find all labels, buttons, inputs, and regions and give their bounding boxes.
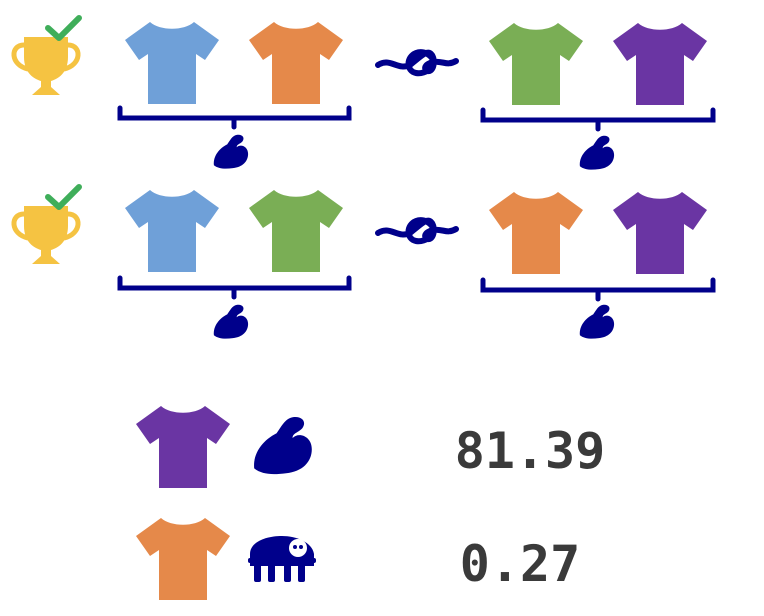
tshirt-icon (613, 192, 707, 274)
tshirt-icon (489, 23, 583, 105)
tshirt-icon (249, 190, 343, 272)
stat-value-strength: 81.39 (455, 422, 606, 480)
tshirt-icon (125, 190, 219, 272)
tshirt-icon (125, 22, 219, 104)
sloth-icon (248, 536, 316, 582)
trophy-cup (24, 37, 68, 95)
trophy-icon (11, 37, 81, 95)
team-bracket-winner (117, 105, 352, 130)
flexed-biceps-icon (579, 304, 615, 339)
flexed-biceps-icon (213, 304, 249, 339)
flexed-biceps-icon (579, 135, 615, 170)
stat-row-strength: 81.39 (136, 406, 605, 488)
flexed-biceps-icon (254, 416, 312, 475)
flexed-biceps-icon (213, 134, 249, 169)
team-bracket-loser (480, 277, 716, 302)
knot-icon (375, 49, 459, 77)
checkmark-icon (45, 15, 82, 41)
matchup-row-1 (11, 15, 716, 170)
tshirt-icon (136, 518, 230, 600)
team-bracket-loser (480, 107, 716, 132)
knot-icon (375, 217, 459, 245)
checkmark-icon (45, 184, 82, 210)
tshirt-icon (249, 22, 343, 104)
stat-row-weakness: 0.27 (136, 518, 580, 600)
team-bracket-winner (117, 275, 352, 300)
tshirt-icon (489, 192, 583, 274)
tshirt-icon (613, 23, 707, 105)
matchup-row-2 (11, 184, 716, 339)
trophy-icon (11, 206, 81, 264)
tshirt-icon (136, 406, 230, 488)
stat-value-weakness: 0.27 (460, 535, 580, 593)
trophy-cup (24, 206, 68, 264)
